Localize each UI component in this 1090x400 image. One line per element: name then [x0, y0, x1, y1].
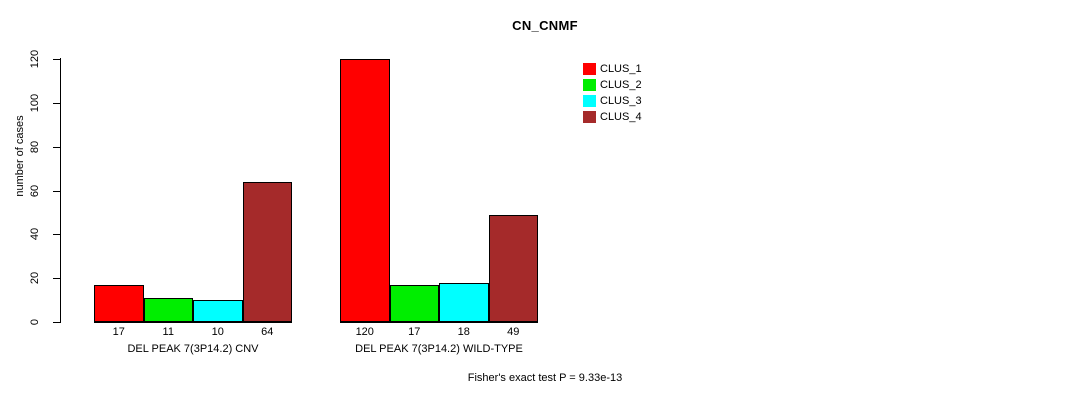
y-tick-label-text: 60: [29, 184, 41, 197]
legend-color-swatch: [583, 111, 596, 123]
y-tick-mark: [53, 146, 60, 148]
bar-value-label: 17: [408, 326, 421, 338]
bar-value-label: 17: [112, 326, 125, 338]
y-tick-mark: [53, 59, 60, 60]
bar: [488, 214, 538, 322]
bar-value-label: 18: [457, 326, 470, 338]
bar: [94, 284, 144, 322]
legend-label: CLUS_3: [600, 95, 642, 107]
bar: [439, 282, 489, 322]
legend-color-swatch: [583, 79, 596, 91]
plot-area: [61, 59, 571, 322]
y-tick-mark: [53, 322, 60, 323]
bar-value-label: 64: [261, 326, 274, 338]
y-tick-label: 40: [22, 228, 48, 240]
y-tick-mark: [53, 102, 60, 104]
x-axis-line: [340, 322, 538, 323]
chart-title: CN_CNMF: [0, 18, 1090, 33]
y-tick-label-text: 40: [29, 228, 41, 241]
legend-label: CLUS_2: [600, 79, 642, 91]
chart-title-text: CN_CNMF: [512, 18, 578, 33]
bar: [389, 284, 439, 322]
bar: [143, 297, 193, 322]
statistical-test-text: Fisher's exact test P = 9.33e-13: [467, 372, 623, 384]
y-tick-label: 60: [22, 184, 48, 196]
x-axis-line: [94, 322, 292, 323]
x-group-label: DEL PEAK 7(3P14.2) CNV: [127, 343, 259, 355]
y-tick-label-text: 0: [29, 318, 41, 326]
bar-value-label: 49: [507, 326, 520, 338]
legend-label: CLUS_4: [600, 111, 642, 123]
bar-value-label: 120: [355, 326, 374, 338]
y-tick-label: 0: [22, 316, 48, 328]
bar: [193, 300, 243, 322]
bar: [340, 59, 390, 322]
y-tick-label: 120: [22, 50, 48, 68]
y-tick-label: 80: [22, 141, 48, 153]
legend-label: CLUS_1: [600, 63, 642, 75]
bar-value-label: 11: [162, 326, 174, 338]
y-tick-label-text: 100: [29, 93, 41, 113]
y-tick-label: 100: [22, 94, 48, 112]
y-tick-mark: [53, 278, 60, 280]
y-tick-label-text: 120: [29, 49, 41, 69]
x-group-label: DEL PEAK 7(3P14.2) WILD-TYPE: [355, 343, 523, 355]
y-tick-label-text: 20: [29, 272, 41, 285]
y-tick-label-text: 80: [29, 140, 41, 153]
bar: [242, 181, 292, 322]
statistical-test-annotation: Fisher's exact test P = 9.33e-13: [0, 372, 1090, 384]
legend-color-swatch: [583, 95, 596, 107]
y-tick-mark: [53, 190, 60, 192]
y-tick-mark: [53, 234, 60, 236]
bar-value-label: 10: [211, 326, 224, 338]
y-axis-line: [60, 58, 61, 323]
legend-color-swatch: [583, 63, 596, 75]
y-tick-label: 20: [22, 272, 48, 284]
